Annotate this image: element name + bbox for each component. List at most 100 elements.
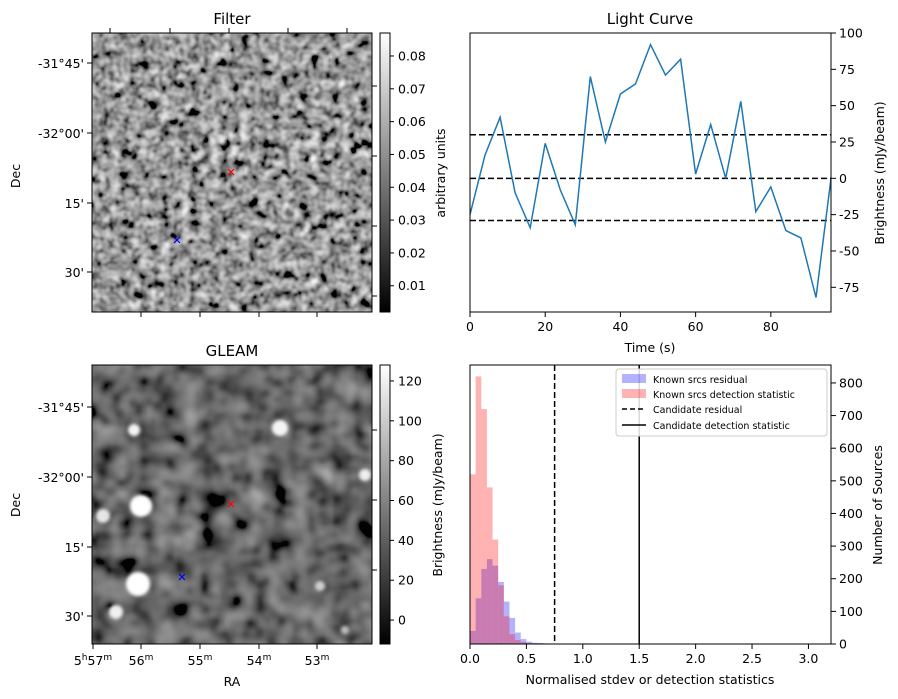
colorbar-tick-label: 80: [398, 453, 414, 468]
colorbar-tick-label: 100: [398, 413, 422, 428]
histogram-ylabel: Number of Sources: [870, 445, 885, 565]
histogram-bar: [492, 539, 499, 644]
gleam-source: [109, 605, 123, 619]
gleam-ra-tick-label: 54m: [247, 653, 272, 668]
x-tick-label: 0.0: [460, 651, 480, 666]
filter-left-ticks: [87, 62, 92, 273]
y-tick-label: 700: [839, 408, 863, 423]
histogram-bar: [526, 641, 533, 644]
filter-dec-tick-label: -32°00': [38, 126, 84, 141]
filter-bright-spot: [218, 135, 226, 145]
gleam-ra-tick-label: 56m: [129, 653, 154, 668]
gleam-title: GLEAM: [206, 342, 259, 360]
histogram-bar: [515, 632, 521, 644]
colorbar-tick-label: 0.06: [398, 114, 426, 129]
filter-bottom-ticks: [140, 312, 318, 317]
histogram-bar: [532, 642, 538, 644]
light-curve-axes: 0 20 40 60 80 100 75 50 25 0 -25 -50 -75: [466, 26, 863, 335]
gleam-colorbar-ticks: 120 100 80 60 40 20 0: [390, 373, 422, 628]
colorbar-tick-label: 120: [398, 373, 422, 388]
filter-right-ticks: [372, 85, 377, 297]
filter-dec-tick-label: 30': [65, 265, 84, 280]
histogram-plot: [470, 365, 640, 644]
gleam-red-marker: [227, 500, 235, 508]
light-curve-plot: [470, 42, 831, 298]
colorbar-tick-label: 0.07: [398, 81, 426, 96]
gleam-source: [128, 424, 140, 436]
histogram-bar: [481, 409, 487, 644]
x-tick-label: 2.0: [686, 651, 706, 666]
x-tick-label: 1.0: [573, 651, 593, 666]
histogram-legend: Known srcs residual Known srcs detection…: [615, 368, 828, 437]
colorbar-tick-label: 0.05: [398, 147, 426, 162]
x-tick-label: 2.5: [742, 651, 762, 666]
gleam-colorbar: 120 100 80 60 40 20 0 Brightness (mJy/beam): [379, 364, 445, 645]
histogram-bar: [470, 630, 476, 644]
gleam-dec-tick-label: -31°45': [38, 400, 84, 415]
gleam-source: [130, 495, 152, 517]
filter-colorbar-label: arbitrary units: [433, 128, 448, 217]
gleam-right-ticks: [372, 429, 377, 571]
legend-swatch-detection: [622, 389, 646, 398]
filter-red-marker: [227, 168, 235, 176]
filter-colorbar-ticks: 0.08 0.07 0.06 0.05 0.04 0.03 0.02 0.01: [390, 48, 426, 293]
y-tick-label: -50: [839, 243, 859, 258]
histogram-bar: [503, 616, 510, 644]
filter-title: Filter: [213, 10, 251, 28]
colorbar-tick-label: 0: [398, 613, 406, 628]
light-curve-panel: Light Curve 0 20 40 60 80 100 75 50 25 0 -25 -50 -75…: [466, 10, 887, 355]
histogram-xlabel: Normalised stdev or detection statistics: [526, 672, 775, 687]
y-tick-label: 0: [839, 171, 847, 186]
y-tick-label: 0: [839, 637, 847, 652]
filter-ylabel: Dec: [8, 164, 23, 188]
histogram-axes: 0.0 0.5 1.0 1.5 2.0 2.5 3.0 0 100 200 300 400 500 600…: [460, 375, 863, 666]
gleam-dec-tick-label: 30': [65, 609, 84, 624]
gleam-ra-tick-label: 55m: [188, 653, 213, 668]
colorbar-tick-label: 0.08: [398, 48, 426, 63]
x-tick-label: 80: [763, 319, 779, 334]
y-tick-label: 50: [839, 98, 855, 113]
y-tick-label: -75: [839, 280, 859, 295]
y-tick-label: 200: [839, 571, 863, 586]
filter-dec-tick-label: 15': [65, 196, 84, 211]
legend-label: Candidate detection statistic: [653, 421, 790, 432]
gleam-ra-tick-label: 5h57m: [74, 653, 112, 668]
y-tick-label: 600: [839, 441, 863, 456]
y-tick-label: 100: [839, 26, 863, 41]
gleam-source: [126, 572, 150, 596]
histogram-bar: [520, 639, 527, 644]
histogram-frame: [469, 364, 832, 645]
y-tick-label: 500: [839, 473, 863, 488]
gleam-left-ticks: [87, 406, 92, 617]
light-curve-xlabel: Time (s): [624, 340, 676, 355]
filter-blue-marker: [173, 236, 181, 244]
legend-label: Known srcs detection statistic: [653, 390, 795, 401]
histogram-bar: [498, 585, 504, 644]
x-tick-label: 0: [466, 319, 474, 334]
y-tick-label: 800: [839, 375, 863, 390]
light-curve-frame: [469, 32, 832, 313]
y-tick-label: 400: [839, 506, 863, 521]
gleam-frame: [91, 364, 373, 645]
histogram-bar: [498, 582, 504, 644]
gleam-xlabel: RA: [224, 674, 241, 689]
histogram-bar: [509, 617, 516, 644]
filter-dec-tick-labels: -31°45' -32°00' 15' 30': [38, 56, 84, 280]
x-tick-label: 1.5: [629, 651, 649, 666]
histogram-bar: [486, 487, 493, 644]
colorbar-tick-label: 0.01: [398, 278, 426, 293]
colorbar-tick-label: 0.03: [398, 213, 426, 228]
histogram-bar: [475, 376, 482, 644]
gleam-ra-tick-label: 53m: [305, 653, 330, 668]
legend-label: Candidate residual: [653, 405, 742, 416]
y-tick-label: 25: [839, 134, 855, 149]
light-curve-ylabel: Brightness (mJy/beam): [872, 101, 887, 244]
gleam-source: [315, 581, 325, 591]
histogram-bar: [475, 598, 482, 644]
legend-frame: [615, 368, 828, 437]
y-tick-label: -25: [839, 207, 859, 222]
histogram-panel: 0.0 0.5 1.0 1.5 2.0 2.5 3.0 0 100 200 300 400 500 600…: [460, 364, 885, 687]
filter-colorbar: 0.08 0.07 0.06 0.05 0.04 0.03 0.02 0.01 arbitra…: [379, 32, 448, 313]
gleam-ra-tick-labels: 5h57m 56m 55m 54m 53m: [74, 653, 330, 668]
